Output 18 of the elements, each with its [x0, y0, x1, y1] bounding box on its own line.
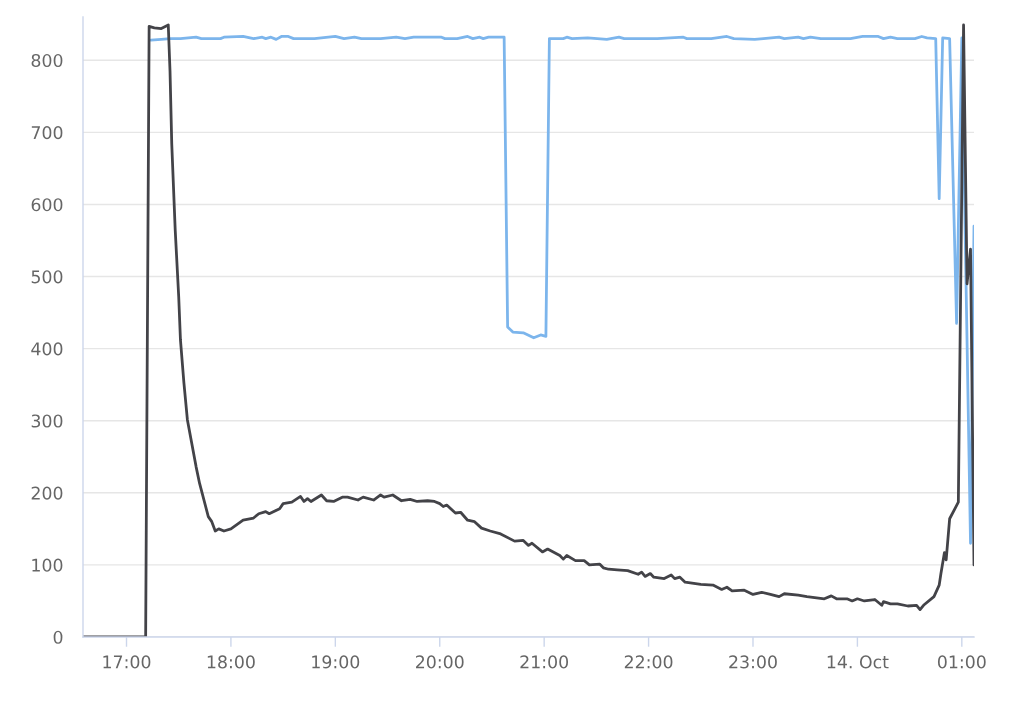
y-tick-label: 600	[31, 198, 63, 212]
y-tick-label: 400	[31, 342, 63, 356]
x-tick-label: 19:00	[312, 655, 360, 669]
x-tick-label: 18:00	[207, 655, 255, 669]
y-tick-label: 700	[31, 126, 63, 140]
x-tick-label: 14. Oct	[827, 655, 889, 669]
y-tick-label: 800	[31, 53, 63, 68]
y-tick-label: 100	[32, 558, 63, 572]
y-tick-label: 500	[31, 270, 63, 284]
x-tick-label: 20:00	[416, 655, 464, 669]
y-tick-label: 300	[31, 414, 63, 428]
x-tick-label: 17:00	[103, 655, 151, 669]
x-tick-label: 22:00	[624, 655, 673, 669]
x-tick-label: 21:00	[520, 655, 569, 669]
y-tick-label: 0	[53, 630, 63, 644]
y-tick-label: 200	[31, 486, 63, 500]
x-tick-label: 23:00	[729, 655, 777, 669]
x-tick-label: 01:00	[937, 655, 986, 669]
